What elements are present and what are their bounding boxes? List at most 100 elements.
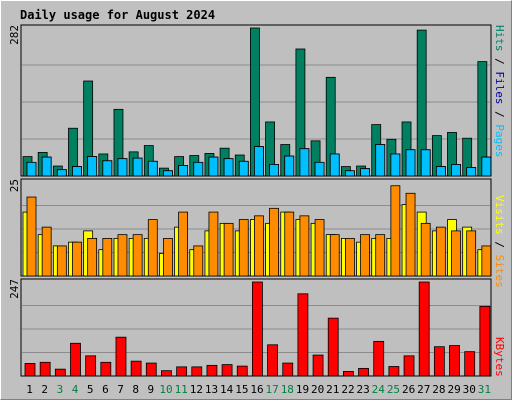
bar-pages-day-22 xyxy=(344,170,355,177)
bar-pages-day-24 xyxy=(375,144,386,177)
bar-kbytes-day-21 xyxy=(327,317,339,377)
bar-sites-day-11 xyxy=(178,211,189,277)
bar-sites-day-2 xyxy=(41,226,52,277)
x-tick-label-day-4: 4 xyxy=(72,383,79,396)
bar-kbytes-day-2 xyxy=(39,361,51,377)
bar-pages-day-5 xyxy=(87,156,98,177)
x-tick-label-day-17: 17 xyxy=(266,383,279,396)
bar-pages-day-3 xyxy=(56,169,67,177)
bar-pages-day-27 xyxy=(420,149,431,177)
bar-kbytes-day-5 xyxy=(85,355,97,377)
bar-pages-day-10 xyxy=(163,170,173,177)
panel-top-max-label: 282 xyxy=(8,25,21,45)
bar-sites-day-8 xyxy=(132,234,143,277)
bar-sites-day-29 xyxy=(451,230,461,277)
bar-pages-day-21 xyxy=(329,153,340,177)
bar-pages-day-19 xyxy=(299,148,310,177)
bar-kbytes-day-11 xyxy=(176,366,188,377)
x-tick-label-day-20: 20 xyxy=(311,383,324,396)
bar-kbytes-day-18 xyxy=(282,362,294,377)
bar-sites-day-10 xyxy=(163,237,173,277)
bar-kbytes-day-12 xyxy=(191,366,203,377)
x-tick-label-day-15: 15 xyxy=(235,383,248,396)
bar-pages-day-25 xyxy=(390,153,401,177)
bar-kbytes-day-26 xyxy=(403,355,415,377)
x-tick-label-day-24: 24 xyxy=(372,383,386,396)
bar-kbytes-day-13 xyxy=(206,364,218,377)
legend-hits: Hits xyxy=(493,25,506,52)
bar-sites-day-9 xyxy=(147,219,158,277)
bar-pages-day-29 xyxy=(451,164,461,177)
panel-bottom-bars xyxy=(24,281,491,377)
bar-pages-day-4 xyxy=(72,166,82,177)
bar-sites-day-21 xyxy=(329,234,340,277)
bar-sites-day-7 xyxy=(117,234,128,277)
bar-kbytes-day-8 xyxy=(130,360,142,377)
bar-pages-day-11 xyxy=(178,165,189,177)
x-tick-label-day-30: 30 xyxy=(463,383,476,396)
x-tick-label-day-31: 31 xyxy=(478,383,491,396)
x-tick-label-day-6: 6 xyxy=(102,383,109,396)
bar-pages-day-17 xyxy=(269,164,279,177)
bar-pages-day-16 xyxy=(254,146,264,177)
bar-sites-day-30 xyxy=(466,230,477,277)
bar-pages-day-12 xyxy=(193,161,204,177)
bar-sites-day-12 xyxy=(193,245,204,277)
bar-pages-day-6 xyxy=(102,160,113,177)
legend-slash-1: / xyxy=(493,52,506,72)
bar-kbytes-day-28 xyxy=(433,346,445,377)
bar-kbytes-day-27 xyxy=(418,281,430,377)
bar-sites-day-17 xyxy=(269,207,279,277)
legend-files: Files xyxy=(493,71,506,104)
bar-sites-day-18 xyxy=(284,211,295,277)
bar-sites-day-22 xyxy=(344,237,355,277)
bar-kbytes-day-17 xyxy=(267,344,278,377)
x-tick-label-day-16: 16 xyxy=(250,383,263,396)
bar-sites-day-25 xyxy=(390,185,401,277)
legend-sites: Sites xyxy=(493,255,506,288)
x-tick-label-day-5: 5 xyxy=(87,383,94,396)
bar-kbytes-day-9 xyxy=(145,362,157,377)
x-tick-label-day-28: 28 xyxy=(432,383,445,396)
bar-kbytes-day-19 xyxy=(297,293,309,377)
bar-kbytes-day-24 xyxy=(373,340,385,377)
bar-sites-day-24 xyxy=(375,234,386,277)
bar-pages-day-20 xyxy=(314,161,325,177)
bar-kbytes-day-1 xyxy=(24,363,36,377)
bar-sites-day-16 xyxy=(254,215,264,277)
bar-pages-day-1 xyxy=(26,161,37,177)
bar-kbytes-day-6 xyxy=(100,361,112,377)
bar-pages-day-8 xyxy=(132,157,143,177)
legend-kbytes: KBytes xyxy=(493,337,506,377)
legend-visits: Visits xyxy=(493,195,506,235)
bar-sites-day-6 xyxy=(102,237,113,277)
x-tick-label-day-21: 21 xyxy=(326,383,339,396)
x-tick-label-day-12: 12 xyxy=(190,383,203,396)
panel-bottom-max-label: 247 xyxy=(8,279,21,299)
bar-pages-day-18 xyxy=(284,155,295,177)
bar-kbytes-day-4 xyxy=(70,342,81,377)
bar-pages-day-7 xyxy=(117,158,128,177)
x-tick-label-day-10: 10 xyxy=(159,383,172,396)
bar-sites-day-1 xyxy=(26,196,37,277)
panel-kbytes: 247 xyxy=(8,278,492,377)
bar-kbytes-day-14 xyxy=(221,364,233,377)
x-tick-label-day-9: 9 xyxy=(148,383,155,396)
bar-kbytes-day-16 xyxy=(252,281,263,377)
bar-sites-day-31 xyxy=(481,245,492,277)
bar-kbytes-day-31 xyxy=(479,305,491,377)
legend-slash-2: / xyxy=(493,105,506,125)
bar-pages-day-9 xyxy=(147,160,158,177)
panel-middle-max-label: 25 xyxy=(8,179,21,192)
bar-sites-day-15 xyxy=(238,219,249,277)
x-tick-label-day-19: 19 xyxy=(296,383,309,396)
bar-sites-day-20 xyxy=(314,219,325,277)
bar-sites-day-23 xyxy=(360,234,370,277)
x-tick-label-day-22: 22 xyxy=(341,383,354,396)
bar-sites-day-28 xyxy=(435,226,446,277)
bar-sites-day-5 xyxy=(87,237,98,277)
bar-kbytes-day-3 xyxy=(54,368,66,377)
bar-kbytes-day-29 xyxy=(449,345,460,377)
